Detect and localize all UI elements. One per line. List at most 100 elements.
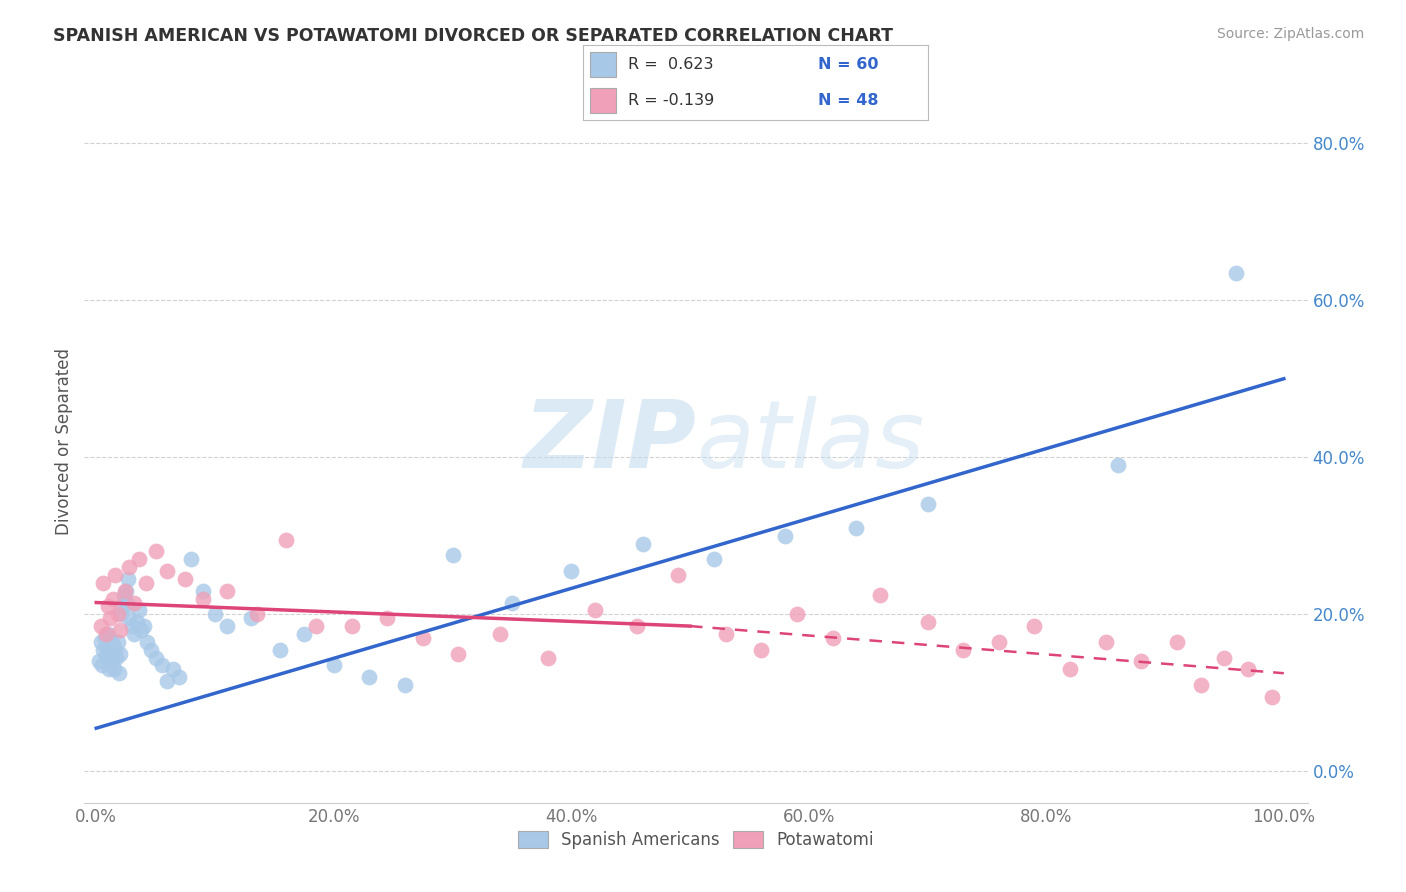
- Point: [773, 529, 796, 543]
- Point: [91, 658, 114, 673]
- Point: [786, 607, 808, 622]
- Point: [128, 552, 150, 566]
- Point: [90, 619, 112, 633]
- Point: [100, 655, 122, 669]
- Point: [666, 568, 689, 582]
- Point: [1237, 662, 1260, 676]
- Point: [93, 575, 115, 590]
- Point: [145, 544, 167, 558]
- Point: [952, 642, 974, 657]
- FancyBboxPatch shape: [591, 88, 616, 112]
- Point: [132, 619, 155, 633]
- Point: [125, 615, 148, 630]
- Point: [631, 536, 654, 550]
- Point: [987, 635, 1010, 649]
- Point: [1059, 662, 1081, 676]
- Point: [107, 607, 129, 622]
- Point: [917, 497, 939, 511]
- Point: [1225, 266, 1247, 280]
- Point: [135, 575, 157, 590]
- Point: [122, 595, 145, 609]
- Point: [269, 642, 291, 657]
- Point: [97, 599, 120, 614]
- Point: [156, 564, 179, 578]
- Point: [583, 603, 606, 617]
- Point: [103, 662, 125, 676]
- Point: [115, 583, 138, 598]
- Point: [359, 670, 381, 684]
- Point: [90, 635, 112, 649]
- Point: [101, 637, 124, 651]
- Point: [191, 591, 214, 606]
- Point: [626, 619, 648, 633]
- Point: [156, 674, 179, 689]
- Point: [447, 647, 470, 661]
- Point: [1189, 678, 1212, 692]
- Point: [104, 568, 127, 582]
- Text: SPANISH AMERICAN VS POTAWATOMI DIVORCED OR SEPARATED CORRELATION CHART: SPANISH AMERICAN VS POTAWATOMI DIVORCED …: [53, 27, 893, 45]
- Point: [845, 521, 868, 535]
- Point: [489, 627, 512, 641]
- Point: [122, 627, 145, 641]
- Point: [821, 631, 844, 645]
- Point: [100, 632, 122, 647]
- Point: [93, 631, 115, 645]
- Point: [1107, 458, 1129, 472]
- Point: [96, 639, 118, 653]
- Point: [501, 595, 523, 609]
- Text: ZIP: ZIP: [523, 395, 696, 488]
- Point: [215, 583, 238, 598]
- Point: [93, 642, 115, 657]
- Point: [162, 662, 184, 676]
- Point: [560, 564, 582, 578]
- Point: [180, 552, 202, 566]
- Point: [292, 627, 315, 641]
- Point: [139, 642, 162, 657]
- Point: [1024, 619, 1046, 633]
- Point: [97, 650, 120, 665]
- Point: [204, 607, 226, 622]
- Text: N = 48: N = 48: [818, 93, 879, 108]
- Point: [1261, 690, 1284, 704]
- Y-axis label: Divorced or Separated: Divorced or Separated: [55, 348, 73, 535]
- Point: [305, 619, 328, 633]
- Point: [107, 635, 129, 649]
- Point: [105, 650, 128, 665]
- Point: [136, 635, 159, 649]
- Point: [322, 658, 344, 673]
- Point: [749, 642, 772, 657]
- Point: [115, 595, 138, 609]
- Point: [169, 670, 191, 684]
- Point: [340, 619, 363, 633]
- Text: N = 60: N = 60: [818, 57, 879, 72]
- Point: [111, 599, 134, 614]
- Point: [97, 627, 120, 641]
- Text: R = -0.139: R = -0.139: [628, 93, 714, 108]
- Point: [118, 560, 141, 574]
- Point: [714, 627, 737, 641]
- Point: [869, 588, 891, 602]
- Point: [215, 619, 238, 633]
- Point: [100, 642, 122, 657]
- Point: [245, 607, 267, 622]
- Point: [1094, 635, 1116, 649]
- Point: [94, 627, 117, 641]
- Point: [117, 572, 139, 586]
- Point: [412, 631, 434, 645]
- Point: [917, 615, 939, 630]
- Point: [441, 549, 464, 563]
- Point: [174, 572, 197, 586]
- Point: [118, 611, 141, 625]
- Point: [112, 588, 135, 602]
- Point: [191, 583, 214, 598]
- Point: [110, 607, 132, 622]
- FancyBboxPatch shape: [591, 52, 616, 77]
- Point: [94, 648, 117, 662]
- Point: [98, 662, 121, 676]
- Point: [108, 623, 131, 637]
- Point: [1130, 655, 1153, 669]
- Point: [121, 619, 143, 633]
- Text: Source: ZipAtlas.com: Source: ZipAtlas.com: [1216, 27, 1364, 41]
- Point: [703, 552, 725, 566]
- Legend: Spanish Americans, Potawatomi: Spanish Americans, Potawatomi: [512, 824, 880, 856]
